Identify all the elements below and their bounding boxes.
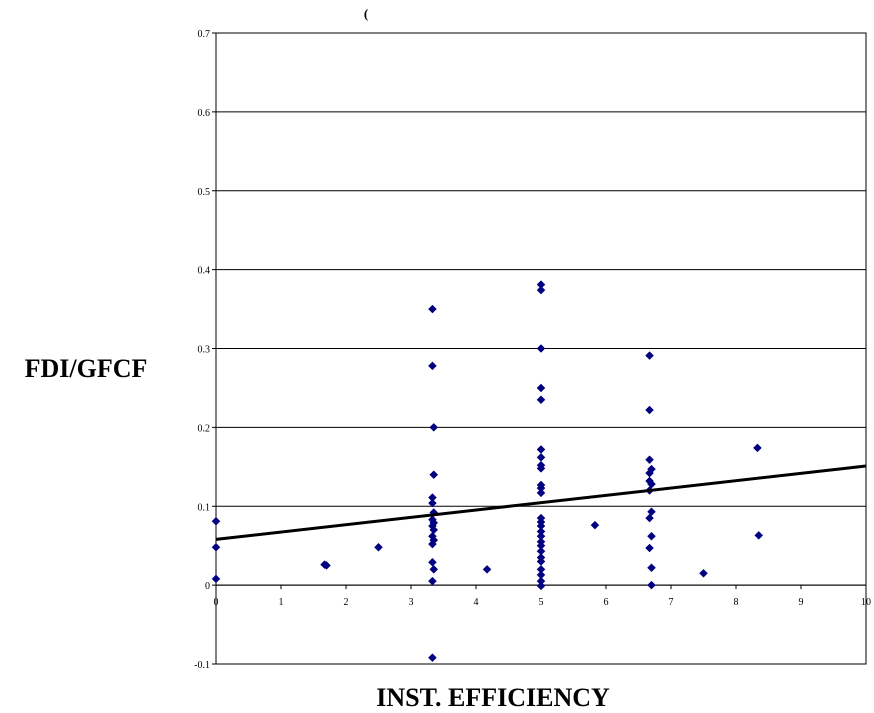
x-tick-label: 1 — [279, 597, 284, 608]
x-tick-label: 4 — [474, 597, 479, 608]
data-point — [211, 516, 221, 526]
data-point — [645, 543, 654, 553]
y-tick-label: 0.7 — [198, 29, 211, 40]
data-point — [428, 576, 437, 586]
data-point — [590, 520, 600, 530]
y-tick-label: 0.3 — [198, 345, 211, 356]
data-point — [429, 564, 439, 574]
data-point — [645, 351, 654, 360]
data-points — [211, 280, 764, 663]
x-tick-label: 2 — [344, 597, 349, 608]
data-point — [536, 285, 546, 295]
x-tick-label: 3 — [409, 597, 414, 608]
data-point — [482, 564, 492, 574]
data-point — [536, 344, 546, 353]
data-point — [647, 580, 656, 590]
data-point — [536, 383, 546, 393]
data-point — [645, 513, 654, 523]
y-axis-title: FDI/GFCF — [25, 354, 148, 383]
data-point — [647, 563, 656, 573]
data-point — [754, 531, 764, 540]
y-tick-label: 0 — [205, 581, 210, 592]
data-point — [374, 542, 383, 552]
x-tick-label: 8 — [734, 597, 739, 608]
y-tick-label: 0.4 — [198, 266, 211, 277]
trend-line-group — [215, 464, 867, 541]
data-point — [322, 561, 331, 570]
data-point — [645, 405, 654, 415]
y-tick-label: 0.6 — [198, 108, 211, 119]
x-tick-label: 5 — [539, 597, 544, 608]
data-point — [536, 488, 546, 498]
x-tick-label: 10 — [861, 597, 871, 608]
data-point — [536, 581, 546, 591]
data-point — [428, 557, 437, 567]
data-point — [645, 455, 654, 465]
x-tick-label: 6 — [604, 597, 609, 608]
data-point — [428, 498, 437, 508]
y-tick-label: 0.1 — [198, 502, 211, 513]
data-point — [647, 531, 656, 541]
trend-line — [215, 464, 867, 541]
data-point — [211, 542, 221, 552]
data-point — [753, 443, 762, 453]
x-tick-label: 7 — [669, 597, 674, 608]
x-axis-title: INST. EFFICIENCY — [376, 683, 610, 712]
data-point — [428, 361, 437, 371]
data-point — [429, 470, 439, 480]
data-point — [428, 539, 437, 549]
y-tick-label: 0.5 — [198, 187, 211, 198]
data-point — [536, 395, 546, 405]
y-tick-label: 0.2 — [198, 423, 211, 434]
data-point — [536, 464, 546, 473]
data-point — [211, 574, 221, 584]
data-point — [699, 568, 708, 578]
data-point — [428, 304, 437, 314]
chart-title: ( — [364, 6, 368, 21]
x-tick-label: 9 — [799, 597, 804, 608]
data-point — [428, 653, 437, 663]
y-axis-ticks: -0.1 0 0.1 0.2 0.3 0.4 0.5 0.6 0.7 — [194, 29, 216, 671]
x-tick-label: 0 — [214, 597, 219, 608]
data-point — [429, 423, 439, 432]
y-tick-label: -0.1 — [194, 660, 210, 671]
